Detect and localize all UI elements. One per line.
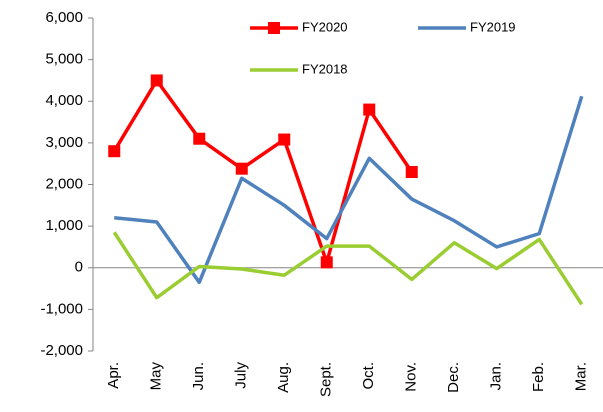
point-marker [235, 162, 248, 175]
y-tick-label: -2,000 [40, 342, 83, 359]
x-tick-label: Nov. [403, 362, 420, 392]
x-tick-label: Dec. [445, 362, 462, 393]
y-tick-label: 6,000 [45, 9, 83, 26]
x-tick-label: Jan. [488, 362, 505, 390]
y-tick-label: 3,000 [45, 134, 83, 151]
x-tick-label: Sept. [318, 362, 335, 397]
point-marker [108, 145, 121, 158]
point-marker [405, 166, 418, 179]
legend-label: FY2019 [470, 19, 516, 34]
y-tick-label: 5,000 [45, 51, 83, 68]
legend-label: FY2020 [302, 19, 348, 34]
legend-label: FY2018 [302, 61, 348, 76]
x-tick-label: Oct. [360, 362, 377, 390]
y-tick-label: 0 [75, 259, 83, 276]
point-marker [278, 133, 291, 146]
x-tick-label: Apr. [105, 362, 122, 389]
point-marker [193, 132, 206, 145]
x-tick-label: Jun. [190, 362, 207, 390]
y-tick-label: 2,000 [45, 175, 83, 192]
series-line [112, 78, 414, 265]
point-marker [320, 256, 333, 269]
legend-marker [268, 22, 280, 34]
x-tick-label: Feb. [530, 362, 547, 392]
x-tick-label: July [233, 362, 250, 389]
point-marker [150, 74, 163, 87]
y-tick-label: -1,000 [40, 300, 83, 317]
x-tick-label: Aug. [275, 362, 292, 393]
y-tick-label: 4,000 [45, 92, 83, 109]
point-marker [363, 103, 376, 116]
x-tick-label: Mar. [573, 362, 590, 391]
x-tick-label: May [148, 362, 165, 391]
y-tick-label: 1,000 [45, 217, 83, 234]
series-line [112, 231, 584, 306]
